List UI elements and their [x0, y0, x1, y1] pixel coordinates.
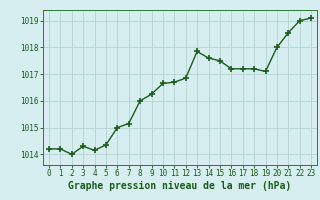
X-axis label: Graphe pression niveau de la mer (hPa): Graphe pression niveau de la mer (hPa) [68, 181, 292, 191]
